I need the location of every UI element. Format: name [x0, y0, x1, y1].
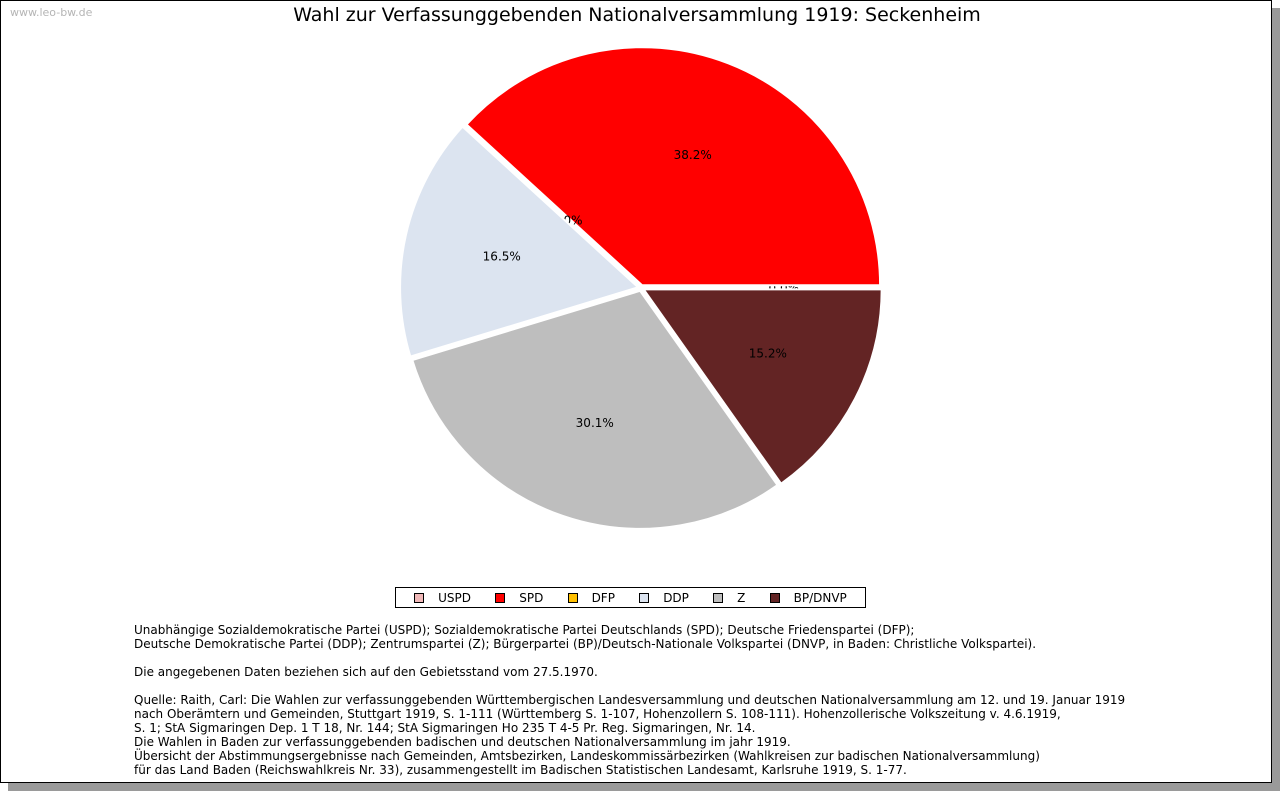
pie-slice-spd — [465, 46, 882, 287]
legend-swatch-z — [713, 592, 724, 603]
source-line-5: Übersicht der Abstimmungsergebnisse nach… — [134, 749, 1040, 763]
source-line-3: S. 1; StA Sigmaringen Dep. 1 T 18, Nr. 1… — [134, 721, 756, 735]
pie-slice-ddp — [399, 125, 641, 358]
legend-swatch-uspd — [414, 592, 425, 603]
legend-item-ddp: DDP — [639, 591, 689, 605]
pie-slice-bp-dnvp — [641, 288, 883, 486]
party-line-1: Unabhängige Sozialdemokratische Partei (… — [134, 623, 915, 637]
pie-label-bp-dnvp: 15.2% — [749, 347, 787, 361]
source-line-2: nach Oberämtern und Gemeinden, Stuttgart… — [134, 707, 1061, 721]
legend-label-z: Z — [737, 590, 746, 605]
frame-shadow-bottom — [8, 783, 1280, 791]
legend-label-uspd: USPD — [438, 590, 471, 605]
legend-swatch-ddp — [639, 592, 650, 603]
pie-label-z: 30.1% — [576, 416, 614, 430]
legend-label-ddp: DDP — [663, 590, 689, 605]
party-line-2: Deutsche Demokratische Partei (DDP); Zen… — [134, 637, 1037, 651]
legend-item-spd: SPD — [495, 591, 543, 605]
pie-label-spd: 38.2% — [674, 148, 712, 162]
legend-swatch-spd — [495, 592, 506, 603]
source-line-4: Die Wahlen in Baden zur verfassunggebend… — [134, 735, 791, 749]
chart-title: Wahl zur Verfassunggebenden Nationalvers… — [293, 4, 981, 26]
pie-slice-z — [411, 289, 779, 530]
legend-swatch-bp-dnvp — [769, 592, 780, 603]
territory-note: Die angegebenen Daten beziehen sich auf … — [134, 665, 598, 679]
legend-label-bp-dnvp: BP/DNVP — [793, 590, 847, 605]
source-line-6: für das Land Baden (Reichswahlkreis Nr. … — [134, 763, 907, 777]
legend: USPD SPD DFP DDP Z BP/DNVP — [395, 587, 866, 608]
legend-swatch-dfp — [567, 592, 578, 603]
watermark: www.leo-bw.de — [10, 6, 93, 19]
legend-item-dfp: DFP — [567, 590, 615, 605]
legend-item-bp-dnvp: BP/DNVP — [769, 590, 847, 605]
legend-label-spd: SPD — [519, 590, 544, 605]
source-line-1: Quelle: Raith, Carl: Die Wahlen zur verf… — [134, 693, 1126, 707]
legend-item-z: Z — [713, 591, 745, 605]
source-note: Quelle: Raith, Carl: Die Wahlen zur verf… — [134, 693, 1125, 777]
legend-label-dfp: DFP — [591, 590, 615, 605]
notes: Unabhängige Sozialdemokratische Partei (… — [134, 623, 1125, 791]
pie-label-ddp: 16.5% — [483, 249, 521, 263]
party-abbreviations: Unabhängige Sozialdemokratische Partei (… — [134, 623, 1125, 651]
frame-shadow-right — [1272, 8, 1280, 791]
legend-item-uspd: USPD — [414, 591, 471, 605]
